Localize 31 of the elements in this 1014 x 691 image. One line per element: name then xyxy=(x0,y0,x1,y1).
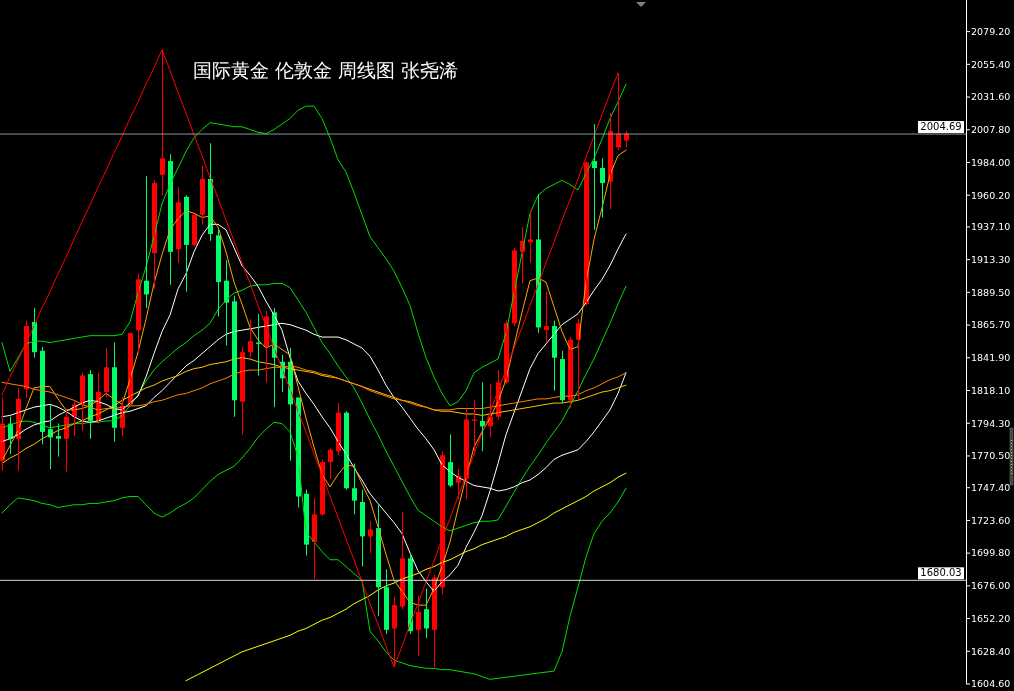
y-tick-label: 2079.20 xyxy=(971,25,1011,37)
y-tick-label: 1628.40 xyxy=(971,645,1011,657)
y-tick-label: 2055.40 xyxy=(971,58,1011,70)
line-series xyxy=(185,472,627,682)
y-tick-label: 1699.80 xyxy=(971,547,1011,559)
line-series xyxy=(1,223,627,592)
line-series xyxy=(1,282,627,532)
y-tick-label: 1841.90 xyxy=(971,352,1011,364)
y-tick-label: 1770.50 xyxy=(971,450,1011,462)
y-tick-label: 1960.20 xyxy=(971,189,1011,201)
ref-line-label: 1680.03 xyxy=(920,567,962,579)
line-series xyxy=(1,83,627,407)
line-series xyxy=(1,149,627,606)
ref-line-label: 2004.69 xyxy=(920,121,962,133)
y-tick-label: 1889.50 xyxy=(971,286,1011,298)
y-tick-label: 1913.30 xyxy=(971,253,1011,265)
y-tick-label: 1984.00 xyxy=(971,156,1011,168)
y-tick-label: 1747.40 xyxy=(971,482,1011,494)
y-tick-label: 1652.20 xyxy=(971,612,1011,624)
y-tick-label: 1794.30 xyxy=(971,417,1011,429)
text: 国际黄金 伦敦金 周线图 张尧浠 xyxy=(193,59,459,81)
y-tick-label: 1937.10 xyxy=(971,221,1011,233)
y-tick-label: 2007.80 xyxy=(971,124,1011,136)
y-tick-label: 1604.60 xyxy=(971,678,1011,690)
y-tick-label: 1723.60 xyxy=(971,514,1011,526)
line-series xyxy=(1,421,627,680)
line-series xyxy=(1,357,627,465)
y-tick-label: 1865.70 xyxy=(971,319,1011,331)
y-tick-label: 1818.10 xyxy=(971,384,1011,396)
y-tick-label: 2031.60 xyxy=(971,91,1011,103)
y-tick-label: 1676.00 xyxy=(971,580,1011,592)
